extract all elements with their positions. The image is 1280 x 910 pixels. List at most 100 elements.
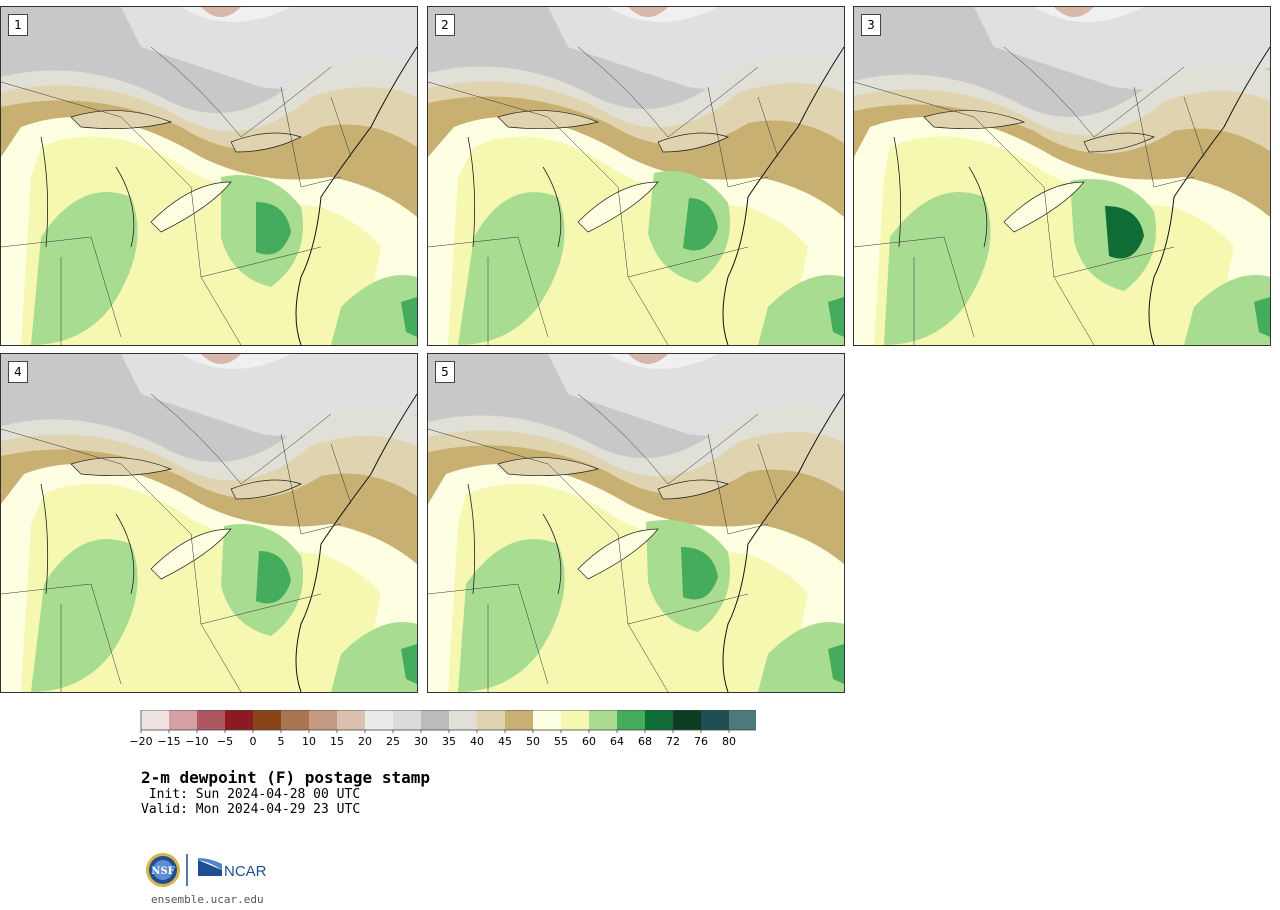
colorbar-tick-label: 30 <box>414 735 428 748</box>
state-border <box>200 623 242 692</box>
coastline <box>295 46 417 345</box>
colorbar-swatch <box>617 710 645 730</box>
state-border <box>428 428 549 465</box>
state-border <box>240 413 332 485</box>
colorbar-swatch <box>225 710 253 730</box>
nsf-seal-icon: NSF <box>146 853 180 887</box>
very-dry-region <box>201 7 241 17</box>
dewpoint-map <box>1 354 417 692</box>
panel-number: 1 <box>8 14 28 36</box>
colorbar-swatch <box>141 710 169 730</box>
state-border <box>240 66 332 138</box>
ensemble-url: ensemble.ucar.edu <box>151 893 264 906</box>
lake-outline <box>150 181 232 233</box>
very-dry-region <box>201 354 241 364</box>
moist-region <box>458 192 565 345</box>
state-border <box>727 523 769 535</box>
very-dry-region <box>628 7 668 17</box>
init-time: Init: Sun 2024-04-28 00 UTC <box>141 787 361 802</box>
colorbar-swatch <box>421 710 449 730</box>
state-border <box>1 583 122 685</box>
state-border <box>547 463 619 535</box>
state-border <box>150 46 242 138</box>
state-border <box>300 523 342 535</box>
very-dry-region <box>1054 7 1094 17</box>
state-border <box>1 428 122 465</box>
state-border <box>1153 176 1195 188</box>
dewpoint-map <box>428 354 844 692</box>
panel-number: 5 <box>435 361 455 383</box>
colorbar-swatch <box>589 710 617 730</box>
panel-number: 4 <box>8 361 28 383</box>
colorbar-swatch <box>701 710 729 730</box>
colorbar-tick-label: 10 <box>302 735 316 748</box>
state-border <box>757 443 779 505</box>
coastline <box>722 46 844 345</box>
colorbar-swatch <box>533 710 561 730</box>
colorbar-tick-label: 50 <box>526 735 540 748</box>
colorbar-swatch <box>505 710 533 730</box>
colorbar-tick-label: −20 <box>129 735 153 748</box>
colorbar-tick-label: 20 <box>358 735 372 748</box>
colorbar <box>140 710 756 733</box>
ncar-logo-icon: NCAR <box>198 858 267 880</box>
colorbar-swatch <box>561 710 589 730</box>
colorbar-tick-label: 45 <box>498 735 512 748</box>
colorbar-swatch <box>729 710 756 730</box>
state-border <box>577 393 669 485</box>
ncar-logo-text: NCAR <box>224 863 267 880</box>
state-border <box>547 116 619 188</box>
moist-region <box>31 539 138 692</box>
colorbar-tick-label: 60 <box>582 735 596 748</box>
coastline <box>722 393 844 692</box>
colorbar-tick-label: 5 <box>277 735 285 748</box>
state-border <box>428 81 549 118</box>
lake-outline <box>1003 181 1085 233</box>
state-border <box>627 276 669 345</box>
state-border <box>1183 96 1205 158</box>
colorbar-swatch <box>309 710 337 730</box>
state-border <box>330 443 352 505</box>
colorbar-swatch <box>281 710 309 730</box>
state-border <box>120 116 192 188</box>
state-border <box>854 81 975 118</box>
colorbar-tick-label: 80 <box>722 735 736 748</box>
state-border <box>150 393 242 485</box>
colorbar-swatch <box>673 710 701 730</box>
coastline <box>295 393 417 692</box>
colorbar-tick-label: 35 <box>442 735 456 748</box>
state-border <box>1 81 122 118</box>
state-border <box>120 463 192 535</box>
colorbar-tick-label: 72 <box>666 735 680 748</box>
colorbar-tick-label: 55 <box>554 735 568 748</box>
map-panel-1: 1 <box>0 6 418 346</box>
colorbar-swatch <box>393 710 421 730</box>
colorbar-tick-label: 0 <box>249 735 257 748</box>
colorbar-tick-label: −5 <box>216 735 234 748</box>
state-border <box>577 46 669 138</box>
colorbar-swatch <box>477 710 505 730</box>
dewpoint-map <box>1 7 417 345</box>
map-panel-5: 5 <box>427 353 845 693</box>
state-border <box>757 96 779 158</box>
colorbar-tick-label: −15 <box>157 735 181 748</box>
state-border <box>300 176 342 188</box>
coastline <box>1148 46 1270 345</box>
colorbar-tick-label: −10 <box>185 735 209 748</box>
very-dry-region <box>628 354 668 364</box>
state-border <box>1 236 122 338</box>
dewpoint-map <box>854 7 1270 345</box>
moist-region <box>458 539 565 692</box>
state-border <box>428 583 549 685</box>
state-border <box>1003 46 1095 138</box>
colorbar-swatch <box>337 710 365 730</box>
colorbar-tick-label: 15 <box>330 735 344 748</box>
dewpoint-map <box>428 7 844 345</box>
colorbar-swatch <box>645 710 673 730</box>
nsf-ncar-logo: NSF NCAR <box>146 853 267 887</box>
nsf-logo-text: NSF <box>151 866 174 877</box>
colorbar-swatch <box>365 710 393 730</box>
valid-time: Valid: Mon 2024-04-29 23 UTC <box>141 802 361 817</box>
state-border <box>727 176 769 188</box>
colorbar-swatch <box>253 710 281 730</box>
